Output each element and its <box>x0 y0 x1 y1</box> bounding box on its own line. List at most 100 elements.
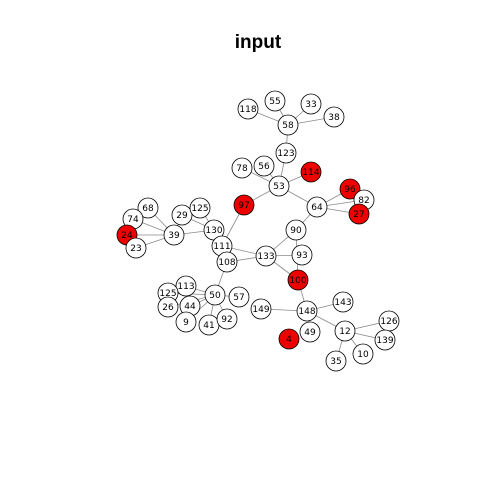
node-90: 90 <box>285 219 307 241</box>
node-circle <box>231 157 253 179</box>
node-label: 149 <box>252 305 269 315</box>
node-circle <box>216 308 238 330</box>
node-label: 53 <box>273 182 284 192</box>
node-circle <box>171 204 193 226</box>
graph-title: input <box>235 32 282 53</box>
node-circle <box>137 197 159 219</box>
node-108: 108 <box>216 251 238 273</box>
node-label: 92 <box>221 315 232 325</box>
node-113: 113 <box>175 275 197 297</box>
node-64: 64 <box>306 196 328 218</box>
node-97: 97 <box>233 194 255 216</box>
node-label: 64 <box>311 203 323 213</box>
node-circle <box>264 90 286 112</box>
node-label: 4 <box>286 335 292 345</box>
node-label: 125 <box>191 204 208 214</box>
node-circle <box>204 284 226 306</box>
node-label: 39 <box>168 231 180 241</box>
node-12: 12 <box>334 320 356 342</box>
node-label: 126 <box>380 317 397 327</box>
node-circle <box>175 311 197 333</box>
node-label: 50 <box>209 291 221 301</box>
node-53: 53 <box>268 175 290 197</box>
node-4: 4 <box>278 328 300 350</box>
node-circle <box>255 245 277 267</box>
node-49: 49 <box>299 321 321 343</box>
node-41: 41 <box>198 314 220 336</box>
node-circle <box>277 114 299 136</box>
node-circle <box>348 203 370 225</box>
node-139: 139 <box>374 329 396 351</box>
node-label: 27 <box>353 210 364 220</box>
node-93: 93 <box>291 244 313 266</box>
node-circle <box>268 175 290 197</box>
node-label: 148 <box>298 307 315 317</box>
node-label: 23 <box>130 244 141 254</box>
node-circle <box>296 300 318 322</box>
node-label: 26 <box>162 303 174 313</box>
node-78: 78 <box>231 157 253 179</box>
node-circle <box>189 197 211 219</box>
node-123: 123 <box>275 142 297 164</box>
node-label: 82 <box>358 196 369 206</box>
node-27: 27 <box>348 203 370 225</box>
node-circle <box>278 328 300 350</box>
node-label: 38 <box>328 113 340 123</box>
node-label: 100 <box>289 276 306 286</box>
node-38: 38 <box>323 106 345 128</box>
node-circle <box>299 321 321 343</box>
node-label: 29 <box>176 211 188 221</box>
node-58: 58 <box>277 114 299 136</box>
node-circle <box>125 237 147 259</box>
node-92: 92 <box>216 308 238 330</box>
node-33: 33 <box>300 93 322 115</box>
node-circle <box>175 275 197 297</box>
node-label: 10 <box>357 350 369 360</box>
node-26: 26 <box>157 296 179 318</box>
node-label: 44 <box>184 302 196 312</box>
node-circle <box>332 291 354 313</box>
node-circle <box>253 155 275 177</box>
node-circle <box>285 219 307 241</box>
node-55: 55 <box>264 90 286 112</box>
node-9: 9 <box>175 311 197 333</box>
node-label: 108 <box>218 258 235 268</box>
node-label: 24 <box>121 231 133 241</box>
node-10: 10 <box>352 343 374 365</box>
node-35: 35 <box>325 350 347 372</box>
node-circle <box>291 244 313 266</box>
node-label: 125 <box>159 289 176 299</box>
node-label: 123 <box>277 149 294 159</box>
node-label: 97 <box>238 201 249 211</box>
node-circle <box>216 251 238 273</box>
node-label: 35 <box>330 357 341 367</box>
node-circle <box>233 194 255 216</box>
node-circle <box>339 178 361 200</box>
node-label: 96 <box>344 185 356 195</box>
node-label: 49 <box>304 328 316 338</box>
node-circle <box>325 350 347 372</box>
node-114: 114 <box>300 161 322 183</box>
node-circle <box>287 269 309 291</box>
node-circle <box>300 161 322 183</box>
node-label: 93 <box>296 251 307 261</box>
node-circle <box>334 320 356 342</box>
node-circle <box>323 106 345 128</box>
node-label: 41 <box>203 321 214 331</box>
node-57: 57 <box>228 286 250 308</box>
node-label: 56 <box>258 162 270 172</box>
node-label: 113 <box>177 282 194 292</box>
node-39: 39 <box>163 224 185 246</box>
node-circle <box>237 98 259 120</box>
node-label: 78 <box>236 164 248 174</box>
node-label: 118 <box>239 105 256 115</box>
node-29: 29 <box>171 204 193 226</box>
node-circle <box>306 196 328 218</box>
node-125a: 125 <box>189 197 211 219</box>
node-23: 23 <box>125 237 147 259</box>
node-label: 74 <box>127 215 139 225</box>
node-circle <box>228 286 250 308</box>
node-label: 130 <box>205 226 222 236</box>
node-50: 50 <box>204 284 226 306</box>
